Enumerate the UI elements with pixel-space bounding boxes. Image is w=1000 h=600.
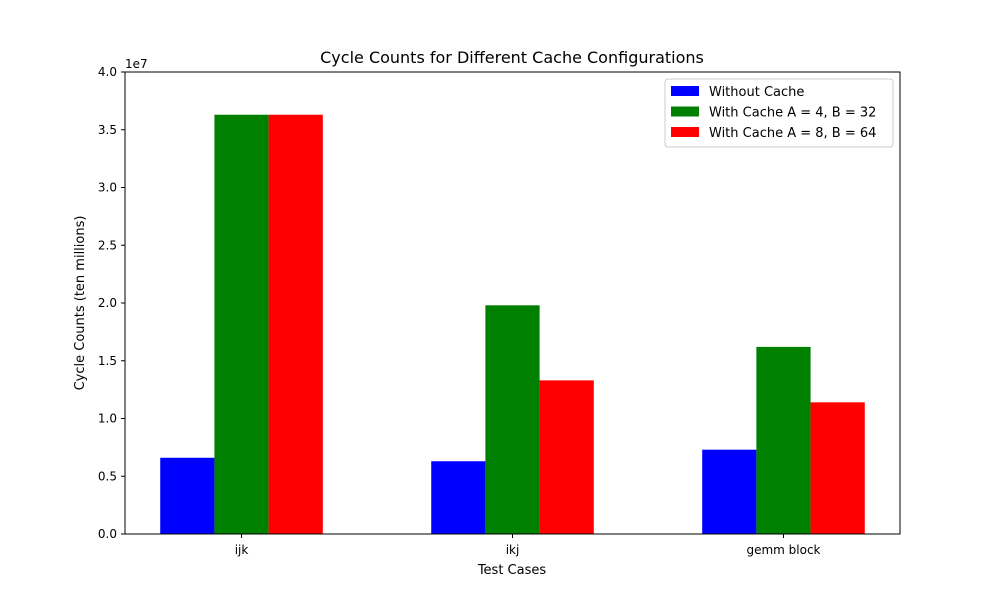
- y-axis-label: Cycle Counts (ten millions): [73, 216, 88, 391]
- y-tick-label: 3.0: [98, 181, 117, 195]
- bar-series-1-ijk: [160, 457, 215, 534]
- y-tick-label: 4.0: [98, 65, 117, 79]
- y-tick-label: 2.0: [98, 296, 117, 310]
- bars-group: [160, 114, 865, 535]
- legend: Without Cache With Cache A = 4, B = 32 Wit…: [664, 78, 894, 148]
- x-tick-label: ikj: [506, 543, 520, 557]
- x-axis: ijk ikj gemm block: [235, 534, 821, 557]
- bar-series-3-gemm-block: [810, 402, 865, 534]
- y-tick-label: 2.5: [98, 238, 117, 252]
- legend-label: Without Cache: [709, 85, 804, 100]
- bar-series-2-ikj: [485, 305, 540, 534]
- y-tick-label: 1.5: [98, 354, 117, 368]
- y-tick-label: 0.5: [98, 469, 117, 483]
- legend-box: [664, 78, 894, 148]
- y-tick-label: 1.0: [98, 412, 117, 426]
- y-axis: 0.0 0.5 1.0 1.5 2.0 2.5 3.0 3.5 4.0: [98, 65, 125, 541]
- bar-series-3-ijk: [268, 114, 323, 535]
- bar-series-2-gemm-block: [756, 346, 811, 534]
- bar-series-3-ikj: [539, 380, 594, 534]
- x-tick-label: gemm block: [746, 543, 820, 557]
- legend-swatch: [671, 127, 699, 137]
- y-offset-label: 1e7: [125, 57, 148, 71]
- bar-series-1-gemm-block: [702, 449, 757, 534]
- legend-swatch: [671, 106, 699, 117]
- bar-series-2-ijk: [214, 114, 269, 535]
- y-tick-label: 3.5: [98, 123, 117, 137]
- bar-series-1-ikj: [431, 461, 486, 534]
- chart-title: Cycle Counts for Different Cache Configu…: [320, 48, 704, 67]
- legend-label: With Cache A = 4, B = 32: [709, 106, 876, 121]
- plot-frame: [124, 71, 901, 535]
- x-tick-label: ijk: [235, 543, 249, 557]
- y-tick-label: 0.0: [98, 527, 117, 541]
- legend-label: With Cache A = 8, B = 64: [709, 126, 876, 141]
- x-axis-label: Test Cases: [477, 563, 547, 578]
- legend-swatch: [671, 86, 699, 96]
